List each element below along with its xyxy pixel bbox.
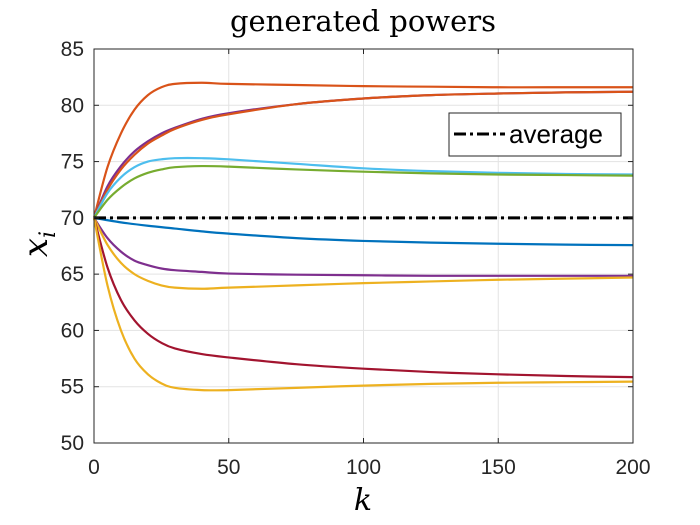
y-tick-label: 60 [61,319,84,342]
y-tick-label: 55 [61,376,84,399]
y-tick-label: 80 [61,94,84,117]
y-tick-label: 70 [61,207,84,230]
y-axis-label: xi [16,231,61,257]
line-series-8 [93,217,634,290]
y-tick-label: 75 [61,151,84,174]
y-axis-label-group: xi [16,231,61,257]
line-series-1 [92,81,633,219]
line-series-6 [93,216,634,247]
x-tick-label: 150 [481,456,516,479]
line-series-4 [93,156,634,219]
x-tick-label: 50 [217,456,240,479]
series-layer [92,81,634,392]
line-series-7 [93,217,633,277]
line-series-3 [93,90,634,219]
y-tick-label: 65 [61,263,84,286]
y-axis-label-subscript: i [36,231,61,238]
y-tick-label: 85 [61,38,84,61]
legend: average [448,112,622,157]
y-axis-label-main: x [16,238,56,257]
chart-title: generated powers [230,4,496,38]
x-tick-label: 100 [346,456,381,479]
x-axis-label: k [354,483,372,518]
line-series-5 [93,164,634,219]
line-series-10 [92,217,634,392]
legend-average-label: average [509,119,603,149]
x-tick-label: 200 [615,456,650,479]
x-tick-label: 0 [88,456,100,479]
y-tick-label: 50 [61,432,84,455]
line-series-9 [92,217,634,379]
